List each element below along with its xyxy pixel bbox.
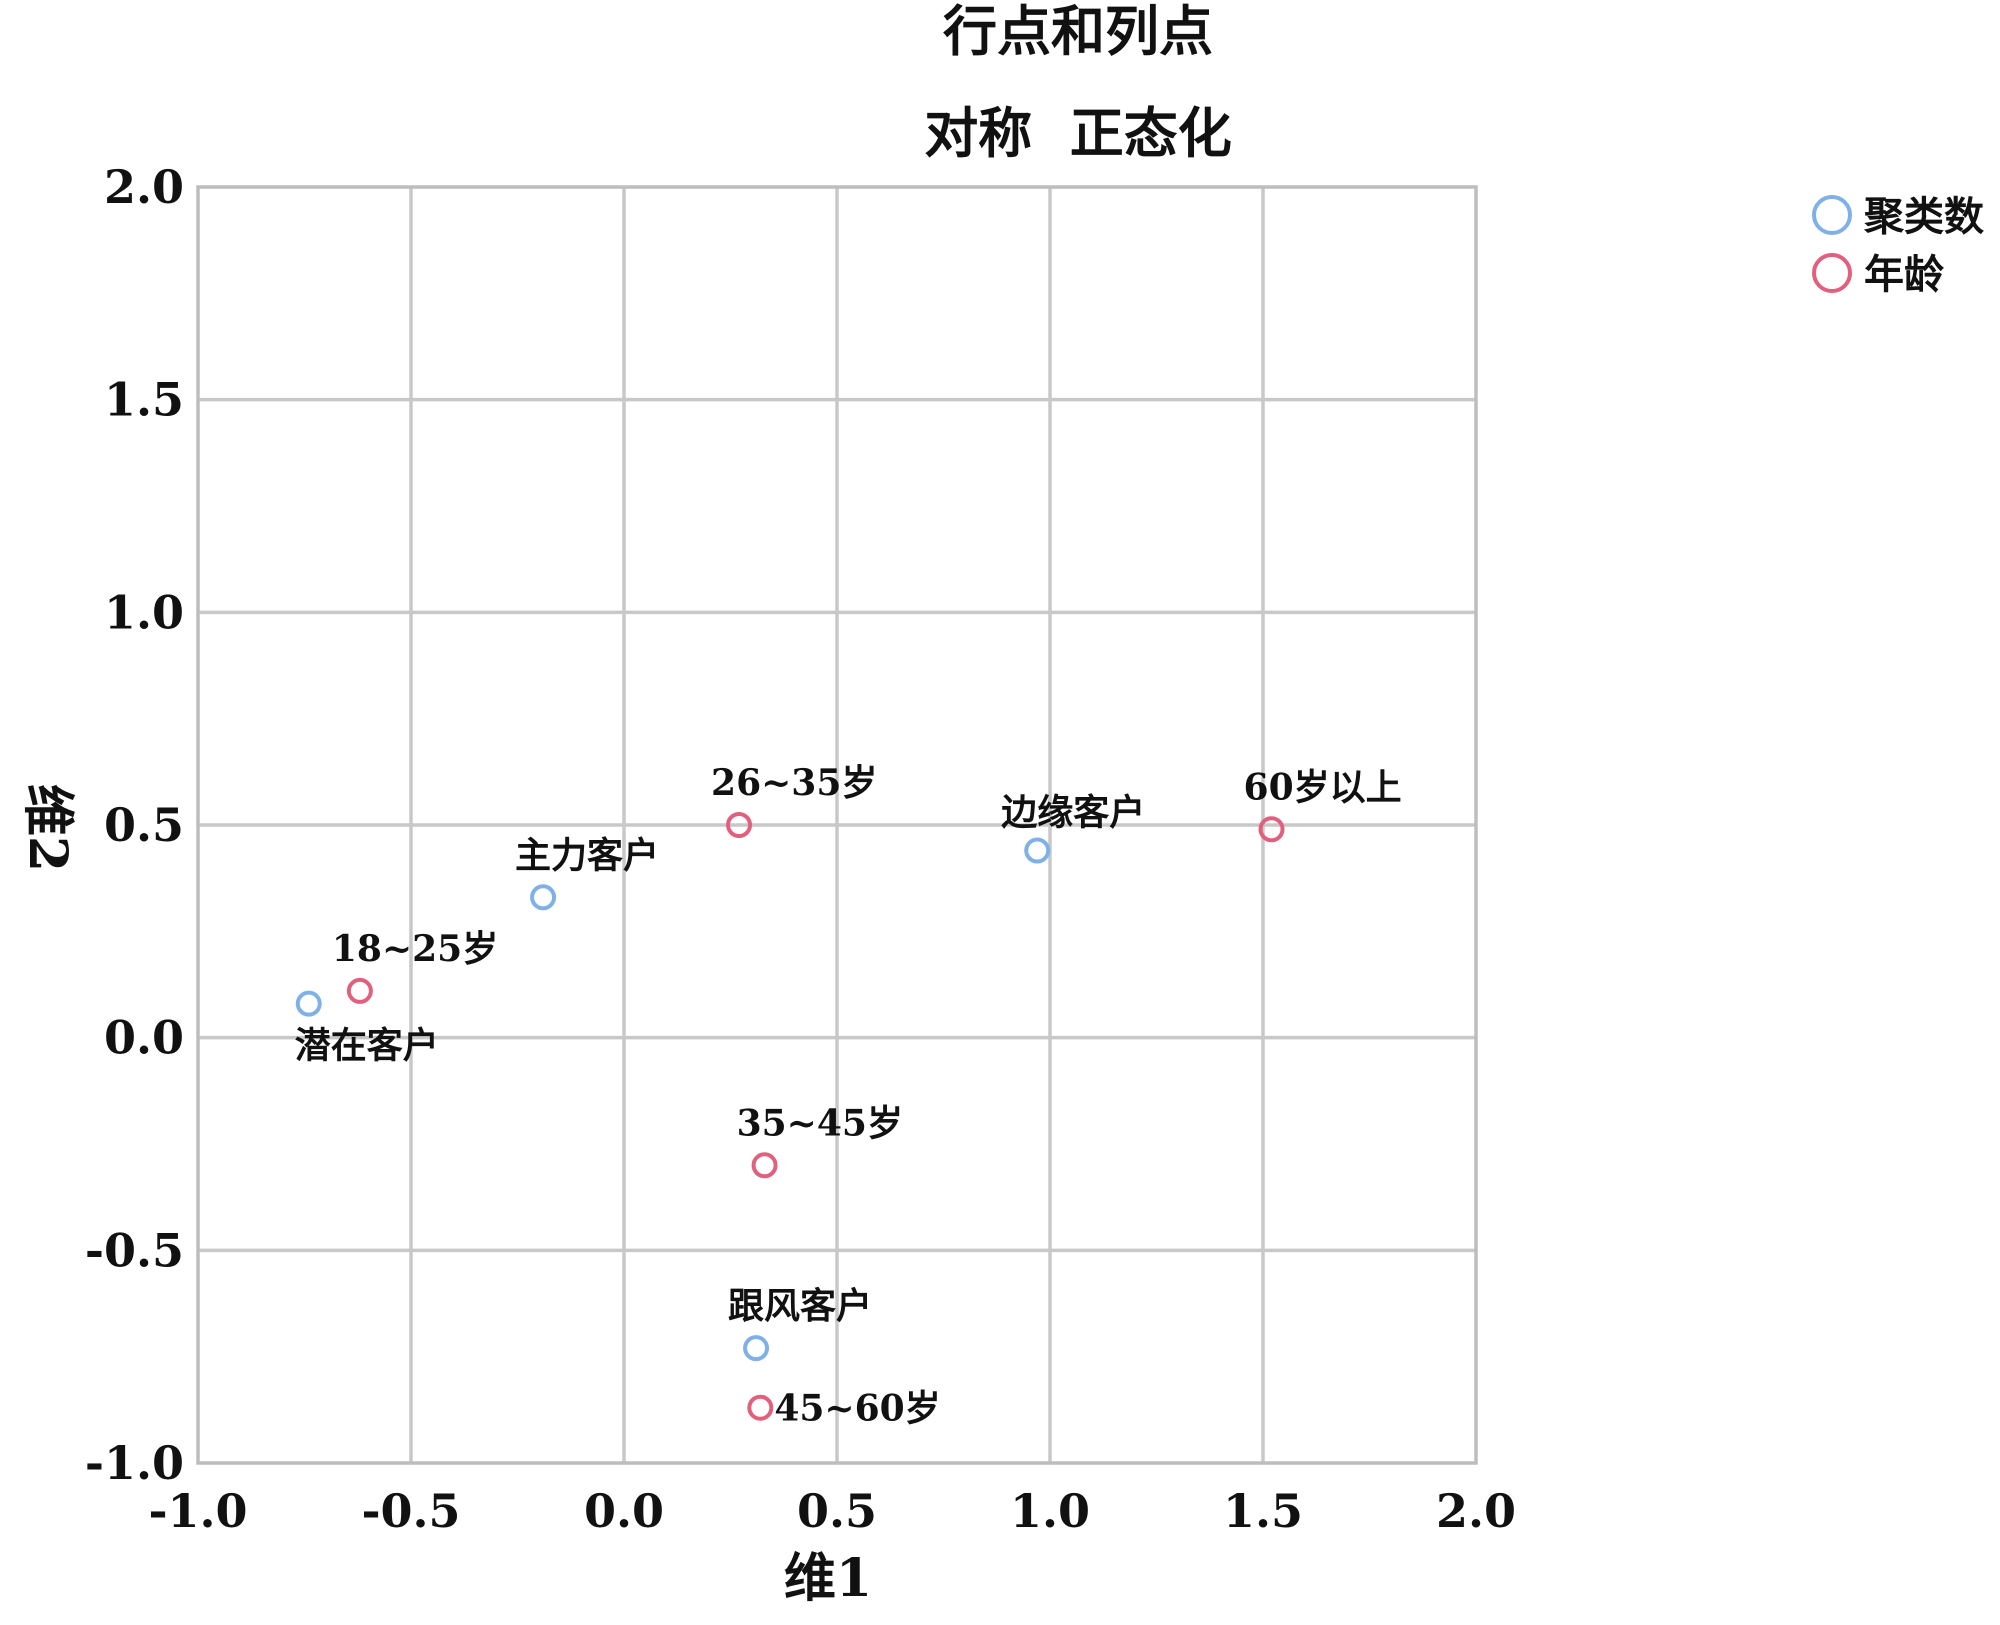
legend-marker-cluster bbox=[1812, 195, 1852, 235]
y-tick-label: 1.5 bbox=[104, 373, 184, 427]
point-label: 45~60岁 bbox=[774, 1388, 940, 1430]
x-tick-label: 0.0 bbox=[584, 1484, 664, 1538]
x-tick-label: 1.5 bbox=[1223, 1484, 1303, 1538]
point-label: 主力客户 bbox=[515, 834, 659, 876]
legend-label-age: 年龄 bbox=[1864, 251, 1944, 298]
legend-marker-age bbox=[1812, 253, 1852, 293]
point-label: 边缘客户 bbox=[1001, 792, 1145, 834]
y-tick-label: 1.0 bbox=[104, 585, 184, 639]
point-label: 60岁以上 bbox=[1244, 766, 1402, 808]
data-point bbox=[1258, 816, 1285, 843]
data-point bbox=[743, 1335, 770, 1362]
point-label: 26~35岁 bbox=[711, 762, 877, 804]
data-points bbox=[295, 812, 1285, 1421]
y-tick-label: -1.0 bbox=[85, 1436, 184, 1490]
x-tick-label: -1.0 bbox=[148, 1484, 247, 1538]
chart-title: 行点和列点 bbox=[943, 0, 1213, 63]
data-point bbox=[346, 977, 373, 1004]
data-point bbox=[751, 1152, 778, 1179]
x-tick-label: -0.5 bbox=[361, 1484, 460, 1538]
legend-label-cluster: 聚类数 bbox=[1863, 193, 1984, 240]
y-tick-label: 2.0 bbox=[104, 160, 184, 214]
grid-lines bbox=[198, 187, 1476, 1463]
y-tick-label: 0.0 bbox=[104, 1011, 184, 1065]
legend: 聚类数 年龄 bbox=[1812, 193, 1984, 298]
plot-frame bbox=[196, 185, 1478, 1465]
point-label: 35~45岁 bbox=[737, 1102, 903, 1144]
data-point bbox=[726, 812, 753, 838]
data-point bbox=[530, 884, 557, 911]
data-point bbox=[295, 990, 322, 1017]
data-point bbox=[1024, 837, 1051, 864]
chart-subtitle: 对称 正态化 bbox=[924, 101, 1232, 165]
y-tick-label: 0.5 bbox=[104, 798, 184, 852]
x-axis-label: 维1 bbox=[784, 1548, 872, 1609]
point-label: 跟风客户 bbox=[728, 1285, 872, 1327]
x-tick-label: 1.0 bbox=[1010, 1484, 1090, 1538]
x-tick-label: 0.5 bbox=[797, 1484, 877, 1538]
point-label: 潜在客户 bbox=[295, 1025, 439, 1067]
tick-labels: -1.0 -0.5 0.0 0.5 1.0 1.5 2.0 -1.0 -0.5 0.0 0.5 1.0… bbox=[85, 160, 1516, 1538]
data-point bbox=[747, 1394, 774, 1421]
y-tick-label: -0.5 bbox=[85, 1223, 184, 1277]
x-tick-label: 2.0 bbox=[1436, 1484, 1516, 1538]
y-axis-label: 维2 bbox=[17, 784, 78, 872]
point-label: 18~25岁 bbox=[332, 928, 498, 970]
